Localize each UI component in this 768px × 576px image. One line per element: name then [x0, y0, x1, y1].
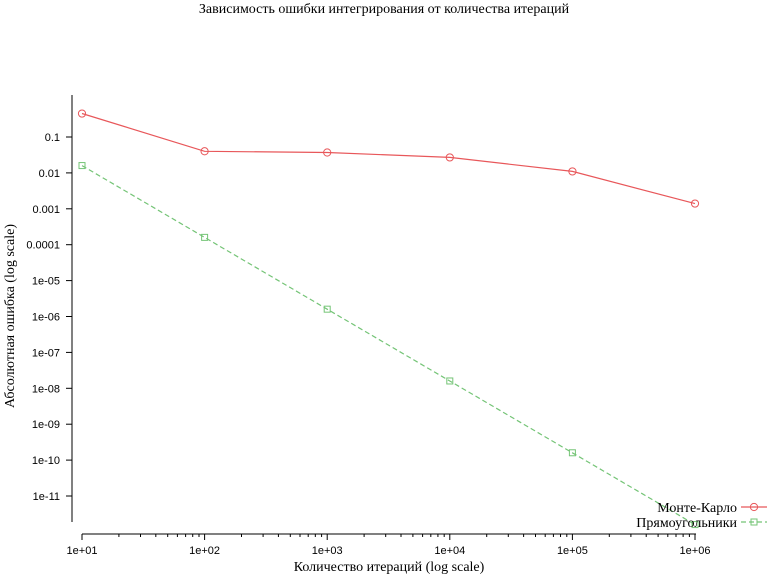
y-tick-label: 1e-06 — [32, 312, 60, 324]
y-axis-label: Абсолютная ошибка (log scale) — [3, 224, 18, 408]
x-axis-label: Количество итераций (log scale) — [294, 560, 485, 575]
x-axis: 1e+01 1e+02 1e+03 1e+04 1e+05 1e+06 — [67, 533, 711, 557]
data-point-square — [446, 377, 454, 385]
y-tick-label: 1e-09 — [32, 419, 60, 431]
legend-square-marker — [750, 518, 758, 526]
data-point-square — [323, 305, 331, 313]
data-point-square — [568, 449, 576, 457]
x-tick-label: 1e+03 — [312, 545, 343, 557]
y-tick-label: 1e-05 — [32, 276, 60, 288]
y-tick-label: 0.0001 — [26, 240, 60, 252]
y-tick-label: 1e-11 — [33, 491, 60, 503]
chart-title: Зависимость ошибки интегрирования от кол… — [199, 2, 570, 17]
x-tick-label: 1e+06 — [680, 545, 711, 557]
y-tick-label: 1e-07 — [32, 347, 60, 359]
x-tick-label: 1e+05 — [557, 545, 588, 557]
y-tick-label: 0.01 — [39, 168, 60, 180]
legend-circle-marker — [749, 502, 759, 512]
x-tick-label: 1e+01 — [67, 545, 98, 557]
legend-label: Прямоугольники — [636, 516, 737, 531]
data-point-circle — [77, 109, 87, 118]
x-tick-label: 1e+02 — [189, 545, 220, 557]
y-tick-label: 1e-08 — [32, 383, 60, 395]
data-point-square — [201, 233, 209, 241]
series-line — [81, 112, 696, 205]
data-point-circle — [690, 199, 700, 208]
series-line — [81, 165, 696, 526]
y-tick-label: 0.1 — [45, 132, 60, 144]
y-tick-label: 0.001 — [32, 204, 60, 216]
legend-label: Монте-Карло — [657, 501, 737, 516]
data-point-square — [78, 162, 86, 170]
data-point-circle — [200, 147, 209, 156]
series-circle-group — [77, 109, 700, 208]
data-point-circle — [568, 167, 577, 176]
y-tick-label: 1e-10 — [32, 455, 60, 467]
data-point-circle — [323, 148, 332, 157]
x-tick-label: 1e+04 — [434, 545, 465, 557]
data-point-circle — [445, 153, 454, 162]
y-axis: 1e-11 1e-10 1e-09 1e-08 1e-07 1e-06 1e-05 0.000… — [26, 95, 73, 522]
data-point-square — [691, 521, 699, 529]
series-square-group — [78, 162, 699, 529]
series-layer — [77, 109, 700, 529]
